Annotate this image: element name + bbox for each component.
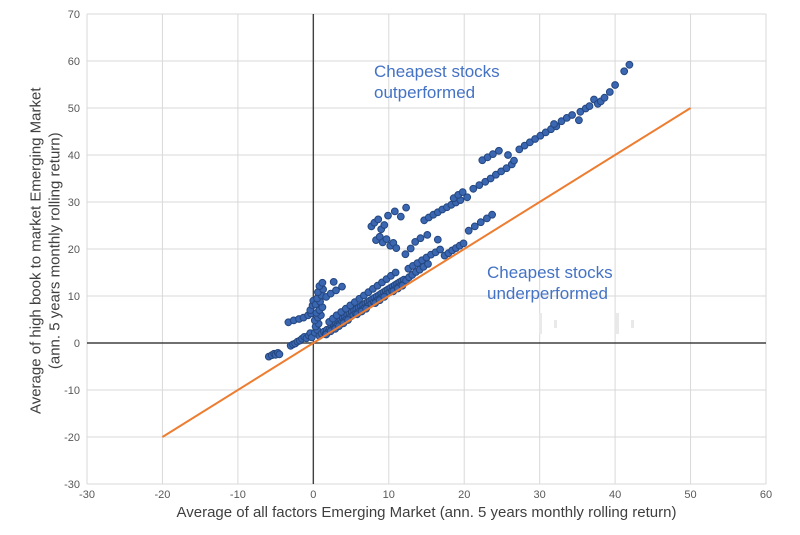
data-point — [396, 212, 405, 221]
data-point — [575, 116, 583, 125]
x-tick-label: -10 — [230, 489, 246, 501]
faint-marks — [539, 313, 634, 334]
y-tick-label: -20 — [64, 432, 80, 444]
data-point — [406, 244, 415, 253]
x-tick-label: -20 — [154, 489, 170, 501]
data-point — [433, 235, 442, 244]
tick-labels: -30 -20 -10 0 10 20 30 40 50 60 -30 -20 -10 0 10 20 30 40… — [64, 9, 772, 501]
annotation-cheapest-underperformed: Cheapest stocks underperformed — [487, 263, 613, 304]
scatter-points — [264, 60, 634, 361]
data-point — [332, 286, 340, 295]
y-tick-label: -10 — [64, 385, 80, 397]
data-point — [411, 238, 420, 246]
data-point — [510, 156, 518, 165]
y-tick-label: 10 — [68, 291, 80, 303]
data-point — [600, 93, 609, 102]
data-point — [318, 278, 327, 287]
data-point — [458, 188, 467, 197]
y-tick-label: 50 — [68, 103, 80, 115]
data-point — [382, 235, 391, 244]
x-tick-label: 60 — [760, 489, 772, 501]
x-axis-title: Average of all factors Emerging Market (… — [176, 504, 677, 521]
data-point — [391, 268, 400, 277]
data-point — [338, 282, 346, 291]
data-point — [515, 145, 524, 154]
y-axis-title-line1: Average of high book to market Emerging … — [27, 87, 45, 415]
data-point — [611, 81, 619, 89]
annotation-line: outperformed — [374, 82, 476, 102]
data-point — [495, 146, 503, 155]
data-point — [620, 67, 629, 76]
data-point — [483, 214, 491, 223]
y-axis-title: Average of high book to market Emerging … — [27, 71, 65, 431]
data-point — [488, 210, 497, 219]
data-point — [486, 174, 495, 183]
data-point — [329, 278, 338, 286]
data-point — [585, 102, 594, 110]
annotation-line: Cheapest stocks — [374, 62, 500, 81]
x-tick-label: 50 — [684, 489, 696, 501]
data-point — [469, 184, 478, 193]
data-point — [275, 350, 284, 359]
data-point — [402, 203, 411, 212]
y-tick-label: 40 — [68, 150, 80, 162]
y-tick-label: 30 — [68, 197, 80, 209]
data-point — [475, 181, 484, 190]
data-point — [463, 193, 472, 202]
y-tick-label: 20 — [68, 244, 80, 256]
data-point — [423, 231, 432, 239]
x-tick-label: 30 — [534, 489, 546, 501]
parity-line — [161, 107, 692, 438]
data-point — [384, 211, 392, 220]
data-point — [380, 221, 389, 229]
data-point — [459, 239, 468, 248]
data-point — [489, 150, 497, 159]
x-tick-label: 40 — [609, 489, 621, 501]
data-point — [550, 120, 558, 128]
y-tick-label: 70 — [68, 9, 80, 21]
y-tick-label: -30 — [64, 479, 80, 491]
data-point — [436, 245, 445, 254]
data-point — [401, 250, 410, 259]
x-tick-label: 0 — [310, 489, 316, 501]
y-axis-title-line2: (ann. 5 years monthly rolling return) — [46, 132, 63, 370]
y-tick-label: 60 — [68, 56, 80, 68]
data-point — [476, 218, 485, 227]
zero-axis-lines — [87, 14, 766, 484]
data-point — [504, 151, 512, 159]
data-point — [502, 164, 511, 173]
data-point — [605, 88, 614, 96]
data-point — [374, 215, 383, 224]
data-point — [416, 234, 425, 243]
data-point — [568, 111, 576, 119]
annotation-line: underperformed — [487, 283, 608, 303]
data-point — [392, 244, 401, 253]
data-point — [390, 207, 399, 216]
y-tick-label: 0 — [74, 338, 80, 350]
x-tick-label: 10 — [383, 489, 395, 501]
x-tick-label: -30 — [79, 489, 95, 501]
data-point — [470, 222, 479, 231]
annotation-cheapest-outperformed: Cheapest stocks outperformed — [374, 62, 500, 103]
x-tick-label: 20 — [458, 489, 470, 501]
annotation-line: Cheapest stocks — [487, 263, 613, 282]
data-point — [464, 226, 473, 235]
data-point — [625, 60, 634, 69]
